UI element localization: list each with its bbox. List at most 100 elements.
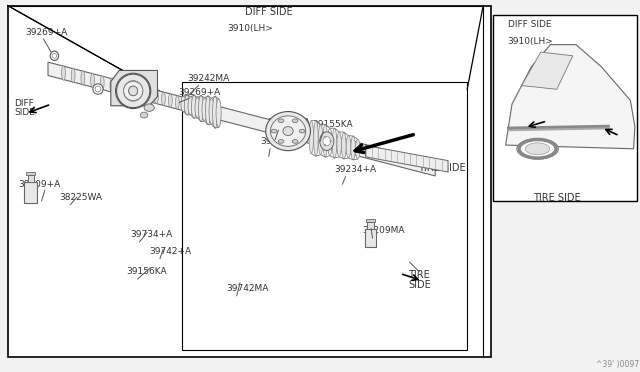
Ellipse shape — [51, 51, 59, 60]
Ellipse shape — [320, 132, 334, 150]
Ellipse shape — [140, 112, 148, 118]
Text: ^39' )0097: ^39' )0097 — [596, 360, 639, 369]
Bar — [26, 172, 35, 175]
Text: 39156KA: 39156KA — [127, 267, 167, 276]
Ellipse shape — [91, 73, 95, 88]
Ellipse shape — [324, 144, 326, 146]
Polygon shape — [522, 52, 573, 89]
Ellipse shape — [342, 132, 346, 159]
Ellipse shape — [337, 132, 341, 157]
Ellipse shape — [517, 139, 558, 159]
Bar — [24, 182, 37, 203]
Ellipse shape — [189, 99, 193, 113]
Text: 39269+A: 39269+A — [178, 88, 220, 97]
Ellipse shape — [93, 84, 103, 94]
Text: 39269+A: 39269+A — [26, 28, 68, 37]
Ellipse shape — [271, 116, 306, 146]
Ellipse shape — [198, 96, 204, 122]
Ellipse shape — [323, 137, 331, 146]
Ellipse shape — [71, 68, 75, 83]
Ellipse shape — [278, 140, 284, 143]
Polygon shape — [506, 45, 635, 149]
Ellipse shape — [205, 96, 211, 125]
Ellipse shape — [129, 86, 138, 96]
Ellipse shape — [95, 86, 101, 92]
Ellipse shape — [195, 97, 200, 118]
Ellipse shape — [52, 53, 57, 58]
Ellipse shape — [351, 136, 355, 160]
Text: TIRE SIDE: TIRE SIDE — [533, 193, 580, 203]
Ellipse shape — [202, 98, 207, 121]
Text: DIFF SIDE: DIFF SIDE — [245, 7, 292, 17]
Ellipse shape — [266, 112, 310, 151]
Text: TIRE SIDE: TIRE SIDE — [418, 163, 465, 173]
Ellipse shape — [144, 104, 154, 111]
Polygon shape — [111, 70, 157, 106]
Ellipse shape — [110, 78, 114, 93]
Text: 39734+A: 39734+A — [130, 230, 172, 239]
Bar — [493, 15, 637, 201]
Text: 39234+A: 39234+A — [335, 165, 377, 174]
Ellipse shape — [278, 119, 284, 123]
Bar — [182, 82, 467, 350]
Ellipse shape — [328, 128, 332, 156]
Text: 39155KA: 39155KA — [312, 121, 353, 129]
Ellipse shape — [61, 65, 65, 80]
Text: 39242+A: 39242+A — [260, 137, 302, 146]
Text: 39742+A: 39742+A — [149, 247, 191, 256]
Bar — [365, 229, 376, 247]
Ellipse shape — [129, 83, 133, 98]
Ellipse shape — [154, 90, 158, 104]
Ellipse shape — [116, 74, 150, 108]
Polygon shape — [365, 145, 448, 172]
Ellipse shape — [283, 126, 293, 135]
Ellipse shape — [184, 95, 189, 115]
Ellipse shape — [271, 129, 277, 133]
Ellipse shape — [330, 140, 332, 142]
Ellipse shape — [191, 95, 196, 118]
Ellipse shape — [346, 136, 351, 158]
Text: TIRE
SIDE: TIRE SIDE — [408, 270, 431, 291]
Ellipse shape — [116, 73, 151, 109]
Text: 39209+A: 39209+A — [18, 180, 60, 189]
Text: 38225WA: 38225WA — [268, 118, 310, 127]
Ellipse shape — [309, 121, 314, 154]
Ellipse shape — [168, 94, 172, 107]
Ellipse shape — [525, 143, 550, 155]
Text: DIFF SIDE: DIFF SIDE — [508, 20, 551, 29]
Text: 39742MA: 39742MA — [226, 284, 268, 293]
Ellipse shape — [318, 125, 323, 155]
Ellipse shape — [124, 81, 143, 101]
Ellipse shape — [182, 97, 186, 111]
Ellipse shape — [314, 121, 318, 156]
Text: 3910(LH>: 3910(LH> — [227, 25, 273, 33]
Ellipse shape — [100, 76, 104, 90]
Polygon shape — [48, 62, 435, 176]
Bar — [367, 222, 374, 229]
Ellipse shape — [120, 80, 124, 95]
Ellipse shape — [300, 129, 305, 133]
Ellipse shape — [292, 119, 298, 123]
Ellipse shape — [124, 81, 143, 100]
Text: 39242MA: 39242MA — [188, 74, 230, 83]
Bar — [8, 6, 491, 357]
Bar — [28, 175, 34, 182]
Ellipse shape — [181, 96, 186, 112]
Text: 3910(LH>: 3910(LH> — [508, 37, 554, 46]
Ellipse shape — [216, 99, 221, 127]
Ellipse shape — [161, 92, 165, 105]
Ellipse shape — [323, 124, 328, 157]
Ellipse shape — [332, 128, 337, 158]
Text: 38225WA: 38225WA — [60, 193, 102, 202]
Ellipse shape — [209, 98, 214, 124]
Ellipse shape — [175, 96, 179, 109]
Ellipse shape — [188, 97, 193, 115]
Text: DIFF
SIDE: DIFF SIDE — [14, 99, 35, 117]
Ellipse shape — [81, 71, 84, 85]
Ellipse shape — [324, 137, 326, 138]
Ellipse shape — [129, 86, 138, 96]
Ellipse shape — [292, 140, 298, 143]
Bar — [366, 219, 375, 222]
Text: 39209MA: 39209MA — [362, 226, 404, 235]
Ellipse shape — [356, 140, 360, 159]
